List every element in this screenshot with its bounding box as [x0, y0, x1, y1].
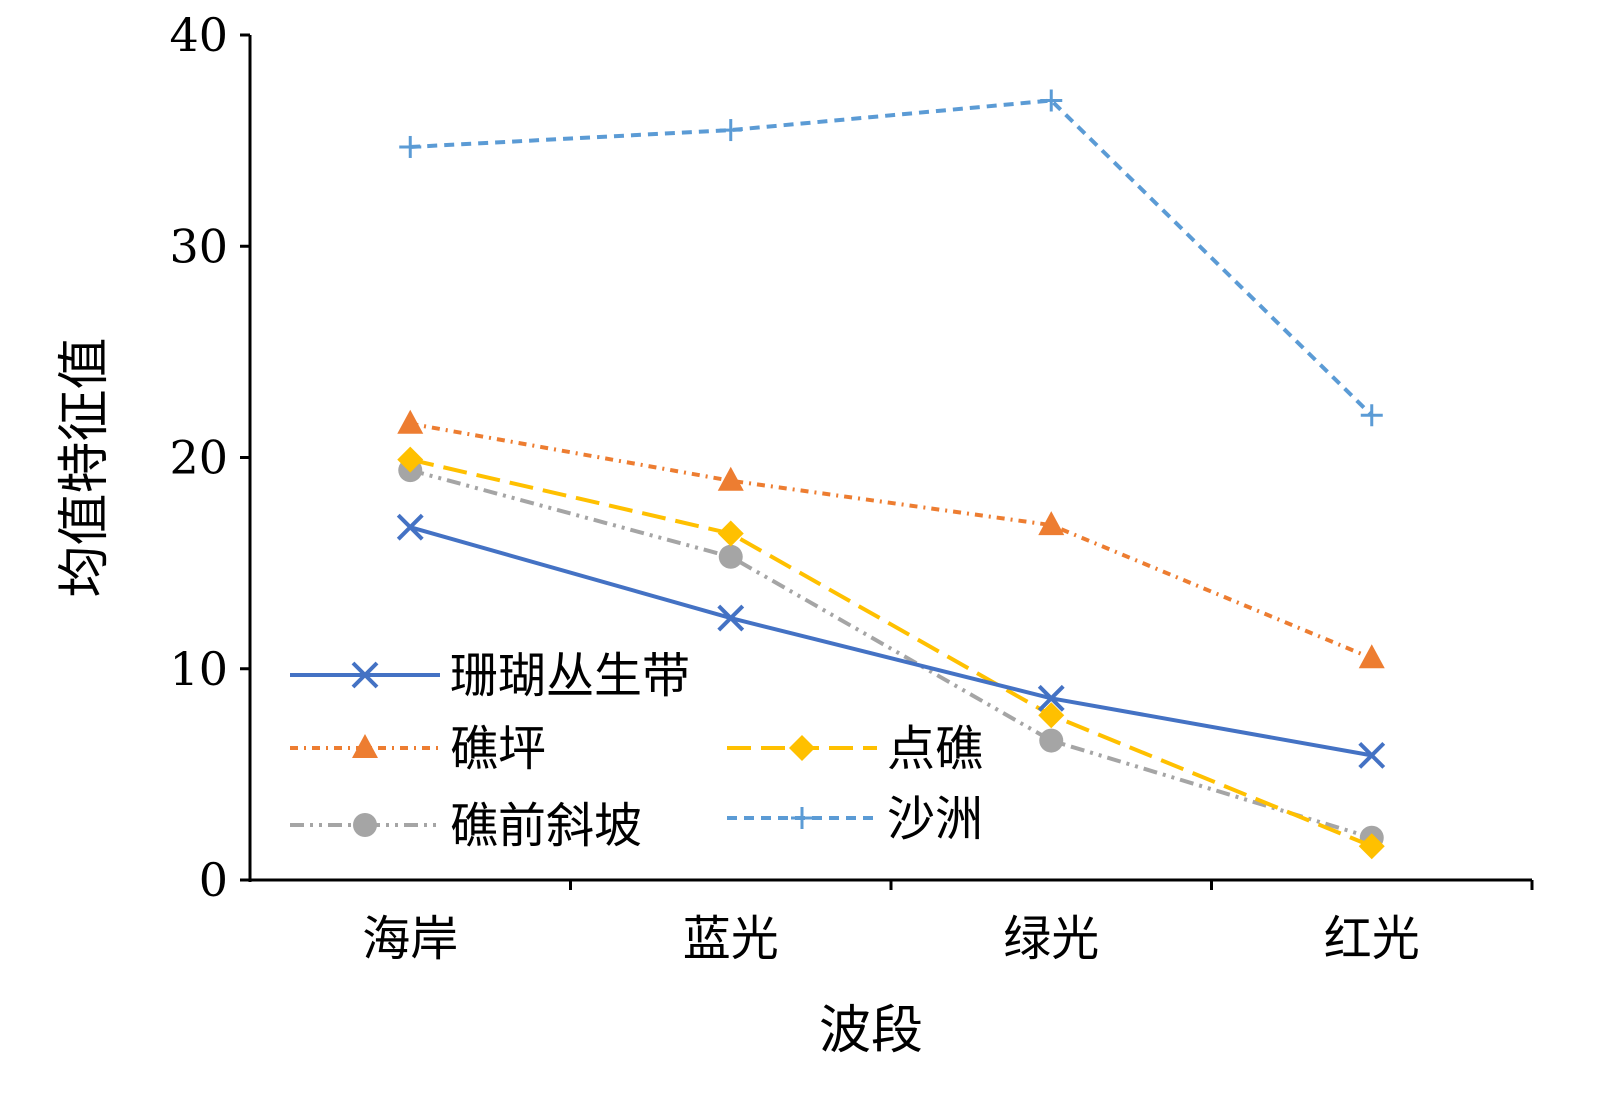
legend-item: 点礁	[727, 721, 983, 777]
data-point	[717, 520, 744, 547]
legend-label: 礁前斜坡	[450, 798, 642, 854]
legend-label: 珊瑚丛生带	[450, 648, 690, 704]
y-tick-label: 0	[199, 853, 228, 907]
data-point	[397, 446, 424, 473]
legend-marker	[791, 807, 813, 829]
series-2	[397, 409, 1385, 669]
data-point	[719, 119, 742, 142]
legend-marker	[789, 735, 815, 761]
y-tick-label: 30	[169, 219, 228, 273]
y-tick-label: 20	[169, 431, 228, 485]
x-tick-label: 蓝光	[683, 911, 779, 967]
data-point	[1360, 404, 1383, 427]
series-line	[409, 525, 1373, 758]
data-point	[1358, 833, 1385, 860]
data-point	[717, 604, 745, 632]
data-point	[396, 513, 424, 541]
data-point	[1038, 702, 1065, 729]
legend-marker	[353, 813, 377, 837]
legend-label: 点礁	[887, 721, 983, 777]
data-point	[1039, 728, 1064, 753]
legend-marker	[352, 734, 378, 758]
legend-label: 礁坪	[450, 721, 546, 777]
data-point	[397, 409, 424, 434]
data-point	[399, 135, 422, 158]
data-point	[1358, 741, 1386, 769]
data-point	[718, 544, 743, 569]
series-line	[410, 98, 1374, 417]
data-point	[1358, 644, 1385, 669]
y-tick-label: 40	[169, 8, 228, 62]
y-tick-label: 10	[169, 642, 228, 696]
x-axis-title: 波段	[819, 1001, 923, 1061]
legend-item: 礁前斜坡	[290, 798, 642, 854]
series-3	[397, 446, 1385, 860]
series-line	[409, 421, 1373, 661]
legend-label: 沙洲	[887, 791, 983, 847]
x-tick-label: 海岸	[362, 911, 458, 967]
series-1	[396, 513, 1386, 769]
data-point	[717, 466, 744, 491]
data-point	[1038, 511, 1065, 536]
x-tick-label: 绿光	[1003, 911, 1099, 967]
series-5	[399, 89, 1383, 427]
data-point	[1040, 89, 1063, 112]
legend-item: 礁坪	[290, 721, 546, 777]
y-axis-title: 均值特征值	[55, 337, 115, 597]
legend-item: 珊瑚丛生带	[290, 648, 690, 704]
series-line	[409, 457, 1373, 849]
series-line	[409, 468, 1373, 840]
data-point	[1037, 684, 1065, 712]
legend-marker	[351, 661, 379, 689]
x-tick-label: 红光	[1324, 911, 1420, 967]
legend-item: 沙洲	[727, 791, 983, 847]
